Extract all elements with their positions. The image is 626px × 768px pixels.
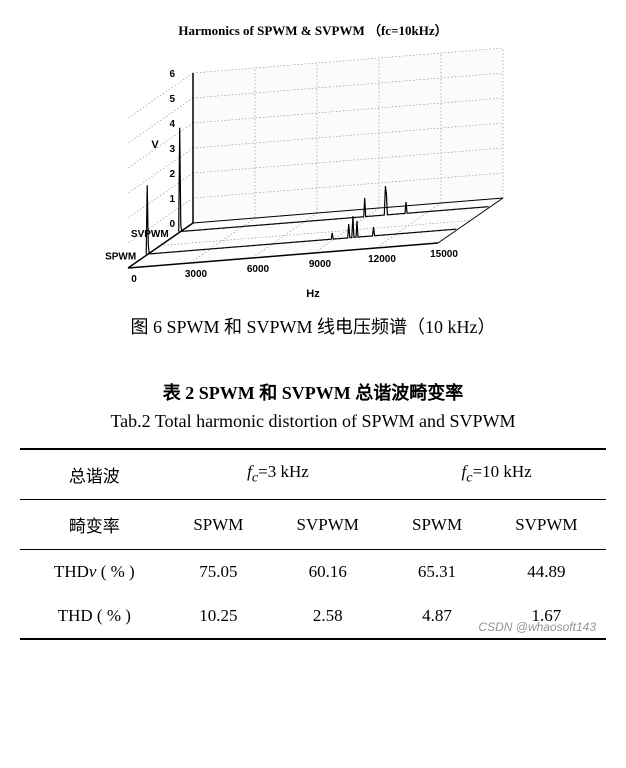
row2-val1: 10.25 <box>169 594 268 639</box>
row2-label: THD ( % ) <box>20 594 169 639</box>
table-title-en: Tab.2 Total harmonic distortion of SPWM … <box>20 411 606 432</box>
row2-val3: 4.87 <box>387 594 486 639</box>
svg-text:V: V <box>151 139 159 151</box>
row1-val3: 65.31 <box>387 550 486 595</box>
row1-val4: 44.89 <box>487 550 606 595</box>
svg-text:0: 0 <box>169 219 175 230</box>
th-spwm-10k: SPWM <box>387 500 486 550</box>
th-svpwm-3k: SVPWM <box>268 500 387 550</box>
chart-title: Harmonics of SPWM & SVPWM （fc=10kHz） <box>73 20 553 39</box>
row1-val2: 60.16 <box>268 550 387 595</box>
row1-label: THDv ( % ) <box>20 550 169 595</box>
row2-val2: 2.58 <box>268 594 387 639</box>
svg-text:3: 3 <box>169 144 175 155</box>
fc-10khz-text: =10 kHz <box>473 462 532 481</box>
th-svpwm-10k: SVPWM <box>487 500 606 550</box>
svg-text:12000: 12000 <box>368 254 396 265</box>
svg-text:9000: 9000 <box>309 259 332 270</box>
th-distortion: 畸变率 <box>20 500 169 550</box>
svg-text:3000: 3000 <box>185 269 208 280</box>
th-group-3khz: fc=3 kHz <box>169 449 388 500</box>
figure-caption: 图 6 SPWM 和 SVPWM 线电压频谱（10 kHz） <box>20 313 606 339</box>
svg-text:15000: 15000 <box>430 249 458 260</box>
th-total-harmonic: 总谐波 <box>20 449 169 500</box>
row1-val1: 75.05 <box>169 550 268 595</box>
fc-label-2: fc <box>462 462 473 481</box>
fc-label-1: fc <box>247 462 258 481</box>
svg-text:SPWM: SPWM <box>105 251 136 262</box>
table-header-row-1: 总谐波 fc=3 kHz fc=10 kHz <box>20 449 606 500</box>
th-group-10khz: fc=10 kHz <box>387 449 606 500</box>
svg-text:1: 1 <box>169 194 175 205</box>
spectrum-chart: Harmonics of SPWM & SVPWM （fc=10kHz） 012… <box>73 20 553 303</box>
table-row: THDv ( % ) 75.05 60.16 65.31 44.89 <box>20 550 606 595</box>
svg-text:4: 4 <box>169 119 175 130</box>
svg-text:2: 2 <box>169 169 175 180</box>
svg-text:Hz: Hz <box>306 288 320 300</box>
th-spwm-3k: SPWM <box>169 500 268 550</box>
table-title-cn: 表 2 SPWM 和 SVPWM 总谐波畸变率 <box>20 379 606 405</box>
svg-text:0: 0 <box>131 274 137 285</box>
watermark: CSDN @whaosoft143 <box>478 620 596 634</box>
table-header-row-2: 畸变率 SPWM SVPWM SPWM SVPWM <box>20 500 606 550</box>
svg-text:SVPWM: SVPWM <box>131 229 169 240</box>
svg-text:6000: 6000 <box>247 264 270 275</box>
svg-text:6: 6 <box>169 69 175 80</box>
thd-table: 总谐波 fc=3 kHz fc=10 kHz 畸变率 SPWM SVPWM SP… <box>20 448 606 640</box>
fc-3khz-text: =3 kHz <box>258 462 309 481</box>
spectrum-svg: 0 1 2 3 4 5 6 0 3000 6000 9000 12000 15000 V Hz SVPWM SP… <box>73 43 553 303</box>
svg-text:5: 5 <box>169 94 175 105</box>
